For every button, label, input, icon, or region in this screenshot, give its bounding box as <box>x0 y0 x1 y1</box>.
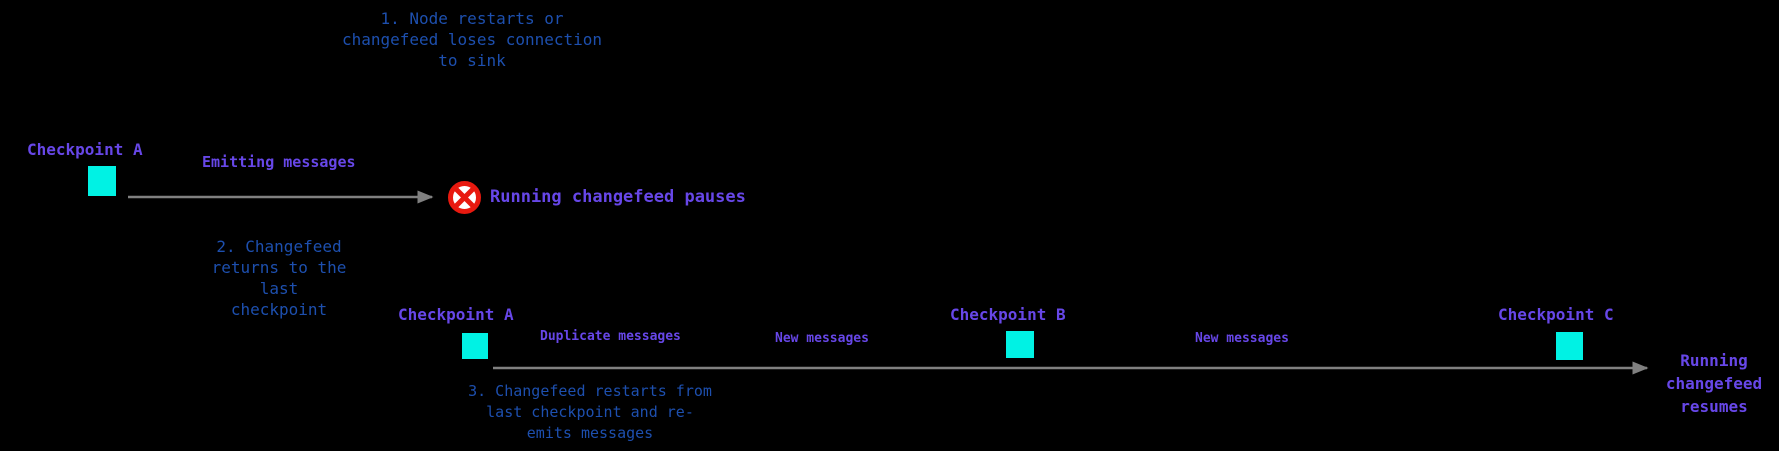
duplicate-messages-label: Duplicate messages <box>540 329 681 344</box>
new-messages-label-2: New messages <box>1195 331 1289 346</box>
emitting-messages-label: Emitting messages <box>202 153 356 171</box>
note-3-restarts-from-checkpoint: 3. Changefeed restarts from last checkpo… <box>468 382 712 442</box>
note-1-node-restarts: 1. Node restarts or changefeed loses con… <box>341 9 603 70</box>
checkpoint-b-label: Checkpoint B <box>950 305 1066 324</box>
note-2-returns-to-checkpoint: 2. Changefeed returns to the last checkp… <box>211 237 347 319</box>
new-messages-label-1: New messages <box>775 331 869 346</box>
pause-label: Running changefeed pauses <box>490 187 746 207</box>
checkpoint-a-label-top: Checkpoint A <box>27 140 143 159</box>
checkpoint-a-marker-bottom <box>462 333 488 359</box>
checkpoint-b-marker <box>1006 331 1034 358</box>
checkpoint-a-label-bottom: Checkpoint A <box>398 305 514 324</box>
checkpoint-c-marker <box>1556 332 1583 360</box>
checkpoint-c-label: Checkpoint C <box>1498 305 1614 324</box>
checkpoint-a-marker-top <box>88 166 116 196</box>
resume-label: Running changefeed resumes <box>1665 351 1763 416</box>
error-cross-icon <box>448 181 481 214</box>
